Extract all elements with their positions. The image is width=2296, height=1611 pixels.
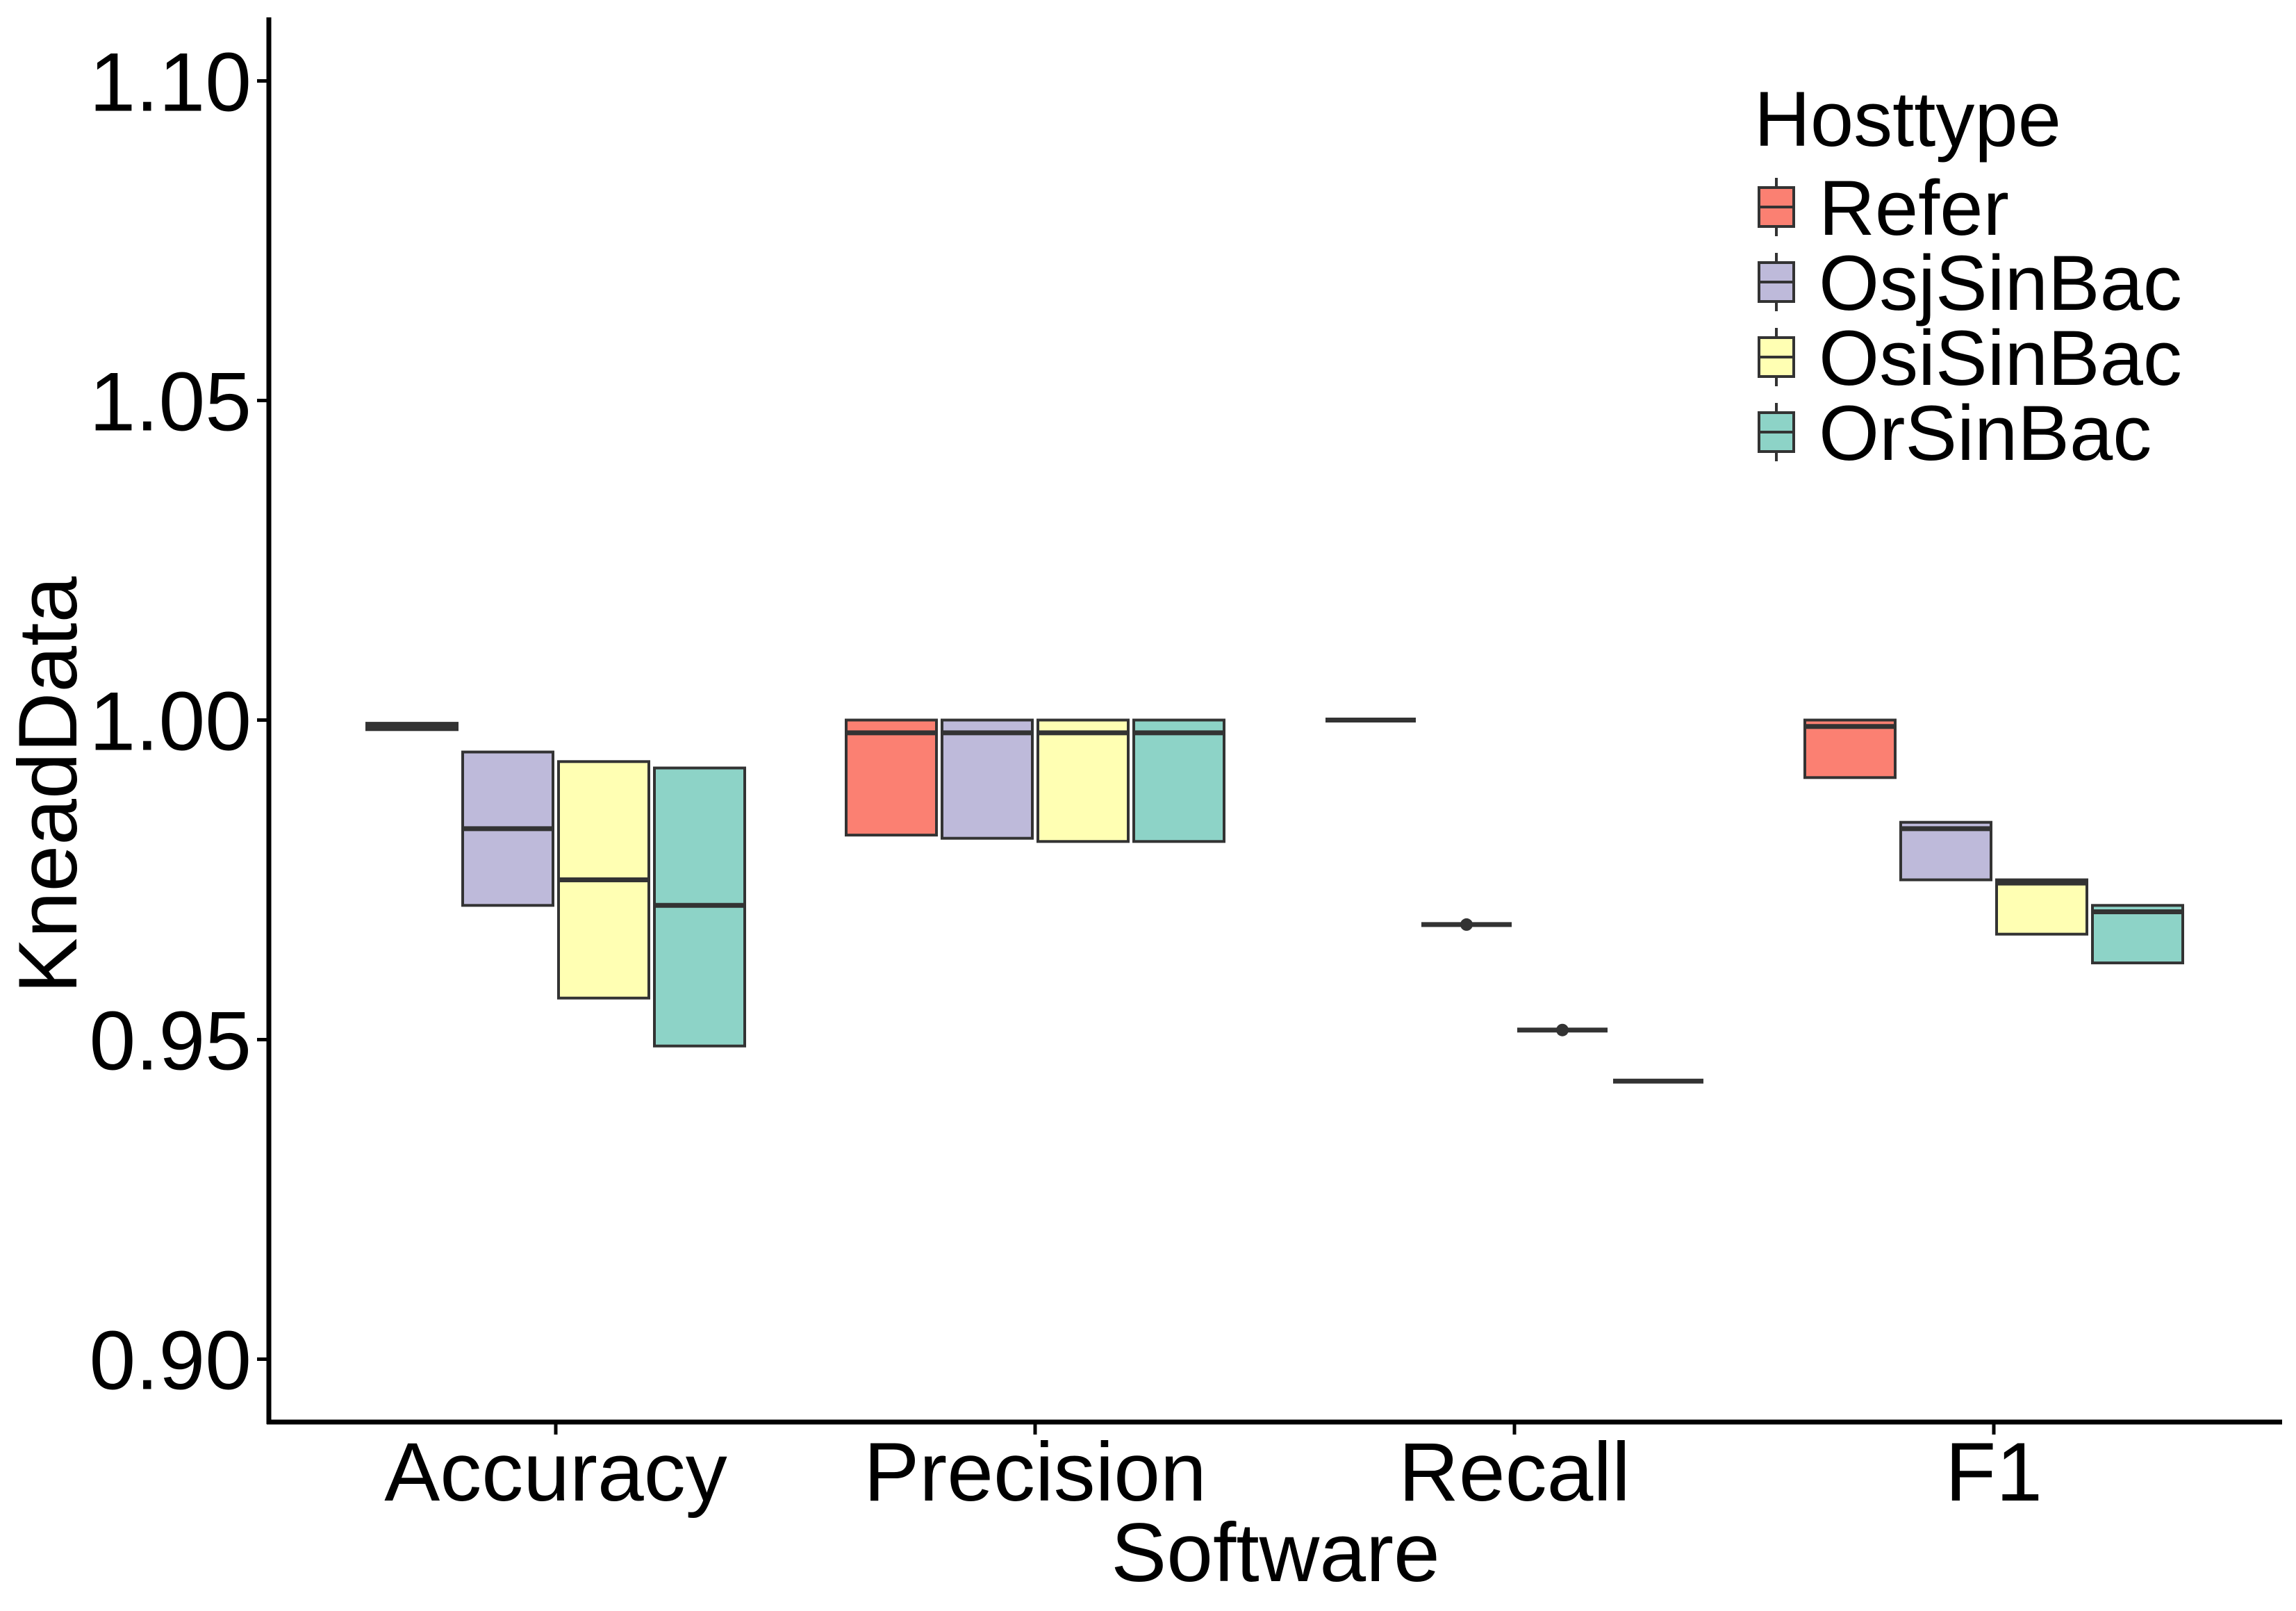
legend-label: OsjSinBac bbox=[1819, 240, 2182, 327]
legend-item-osjsinbac: OsjSinBac bbox=[1758, 240, 2182, 327]
y-ticks: 0.90 0.95 1.00 1.05 1.10 bbox=[89, 36, 269, 1407]
x-tick-label: Precision bbox=[864, 1426, 1207, 1519]
legend-label: Refer bbox=[1819, 165, 2009, 251]
box-refer bbox=[845, 718, 938, 837]
legend-title: Hosttype bbox=[1754, 76, 2061, 163]
legend-label: OsiSinBac bbox=[1819, 315, 2182, 402]
x-axis-title: Software bbox=[1111, 1506, 1440, 1599]
plot-area bbox=[365, 718, 2184, 1084]
x-ticks: Accuracy Precision Recall F1 bbox=[384, 1422, 2042, 1519]
legend-item-osisinbac: OsiSinBac bbox=[1758, 315, 2182, 402]
legend-item-refer: Refer bbox=[1758, 165, 2009, 251]
x-tick-label: F1 bbox=[1945, 1426, 2042, 1519]
y-tick-label: 0.90 bbox=[89, 1314, 251, 1407]
x-tick-label: Accuracy bbox=[384, 1426, 727, 1519]
y-tick-label: 1.00 bbox=[89, 675, 251, 768]
box-osisinbac bbox=[1036, 718, 1130, 843]
legend-item-orsinbac: OrSinBac bbox=[1758, 390, 2152, 477]
y-axis-title: KneadData bbox=[1, 577, 94, 994]
box-osjsinbac bbox=[941, 718, 1034, 840]
y-tick-label: 0.95 bbox=[89, 995, 251, 1088]
outlier-point bbox=[1556, 1023, 1569, 1036]
box-orsinbac bbox=[2091, 904, 2184, 965]
box-orsinbac bbox=[1132, 718, 1225, 843]
box-osjsinbac bbox=[1899, 820, 1992, 882]
box-osisinbac bbox=[1995, 878, 2088, 936]
x-tick-label: Recall bbox=[1398, 1426, 1630, 1519]
outlier-point bbox=[1460, 918, 1473, 931]
legend-label: OrSinBac bbox=[1819, 390, 2152, 477]
box-refer bbox=[1803, 718, 1897, 779]
y-tick-label: 1.10 bbox=[89, 36, 251, 129]
y-tick-label: 1.05 bbox=[89, 356, 251, 449]
